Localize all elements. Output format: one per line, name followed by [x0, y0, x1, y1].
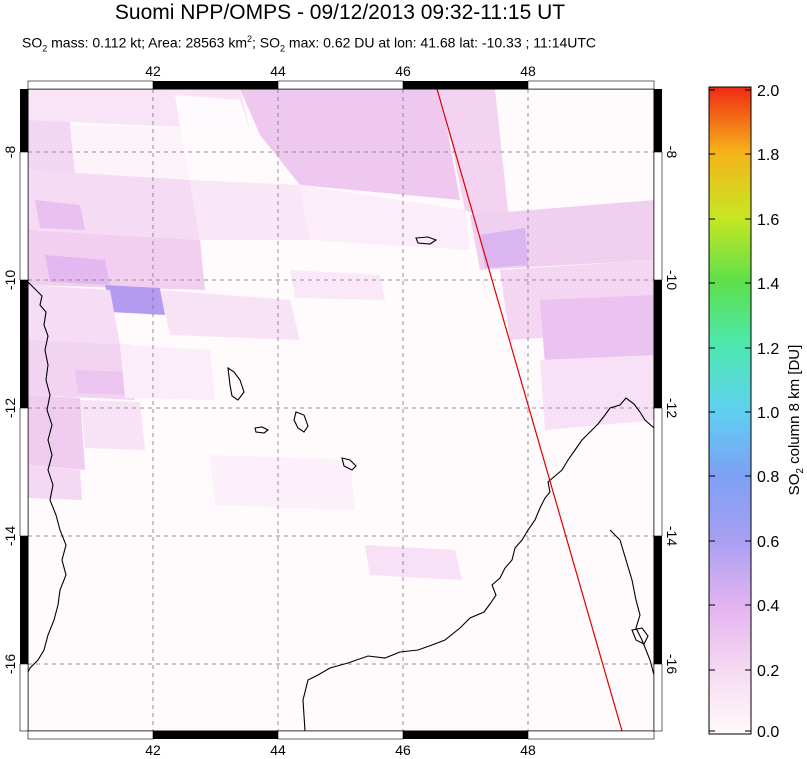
lat-label-right: -14	[664, 526, 680, 546]
lon-label-bottom: 42	[145, 742, 161, 758]
lon-label-bottom: 48	[520, 742, 536, 758]
colorbar-ticks	[709, 89, 751, 732]
lat-label-right: -8	[664, 146, 680, 159]
lat-label-right: -10	[664, 270, 680, 290]
colorbar-tick-label: 1.0	[757, 405, 779, 422]
lat-label-left: -16	[2, 654, 18, 674]
colorbar-tick-label: 0.8	[757, 469, 779, 486]
lon-label-bottom: 44	[270, 742, 286, 758]
so2-swath-pixels	[28, 89, 654, 580]
colorbar-tick-label: 1.4	[757, 276, 779, 293]
colorbar-tick-label: 1.8	[757, 147, 779, 164]
lat-label-left: -12	[2, 398, 18, 418]
colorbar-tick-label: 0.4	[757, 598, 779, 615]
lat-label-left: -14	[2, 526, 18, 546]
lon-label-top: 46	[395, 63, 411, 79]
map-stats: SO2 mass: 0.112 kt; Area: 28563 km2; SO2…	[22, 34, 597, 54]
lon-label-top: 48	[520, 63, 536, 79]
lon-label-top: 42	[145, 63, 161, 79]
overpass-track	[436, 88, 623, 732]
lon-label-bottom: 46	[395, 742, 411, 758]
lat-lon-grid	[28, 89, 654, 731]
map-frame	[19, 80, 663, 740]
colorbar-tick-label: 0.2	[757, 663, 779, 680]
colorbar-tick-label: 1.6	[757, 212, 779, 229]
lat-label-left: -8	[2, 146, 18, 159]
map-title: Suomi NPP/OMPS - 09/12/2013 09:32-11:15 …	[114, 1, 566, 24]
lat-label-right: -12	[664, 398, 680, 418]
coastlines	[28, 236, 654, 731]
colorbar-tick-label: 2.0	[757, 83, 779, 100]
map-plot	[27, 88, 655, 732]
lat-label-left: -10	[2, 270, 18, 290]
colorbar-tick-label: 1.2	[757, 341, 779, 358]
colorbar-tick-label: 0.0	[757, 724, 779, 741]
colorbar-label: SO2 column 8 km [DU]	[786, 344, 806, 496]
colorbar	[708, 86, 752, 735]
colorbar-tick-label: 0.6	[757, 534, 779, 551]
lon-label-top: 44	[270, 63, 286, 79]
lat-label-right: -16	[664, 654, 680, 674]
